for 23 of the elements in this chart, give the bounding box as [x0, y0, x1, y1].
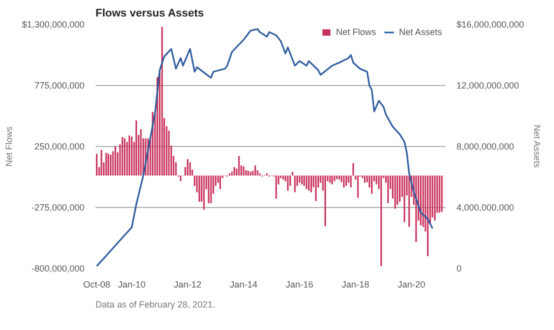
y2-tick-label: 8,000,000,000 [456, 142, 514, 152]
y-tick-label: -275,000,000 [31, 202, 84, 212]
y2-tick-label: $16,000,000,000 [456, 20, 524, 30]
x-tick-label: Oct-08 [83, 280, 110, 290]
x-tick-label: Jan-14 [230, 280, 258, 290]
y2-tick-label: 0 [456, 264, 462, 274]
y-tick-label: 250,000,000 [34, 142, 85, 152]
x-tick-label: Jan-10 [118, 280, 146, 290]
y-axis-title: Net Flows [4, 126, 14, 167]
y-tick-label: $1,300,000,000 [22, 20, 84, 30]
legend-label: Net Assets [398, 27, 442, 37]
x-tick-label: Jan-12 [174, 280, 202, 290]
x-tick-label: Jan-18 [342, 280, 370, 290]
chart-title: Flows versus Assets [96, 8, 204, 20]
x-tick-label: Jan-16 [286, 280, 314, 290]
y2-axis-title: Net Assets [532, 124, 542, 168]
y-tick-label: 775,000,000 [34, 80, 85, 90]
y2-tick-label: 4,000,000,000 [456, 202, 514, 212]
y-tick-label: -800,000,000 [31, 264, 84, 274]
legend-label: Net Flows [336, 27, 376, 37]
text: Data as of February 28, 2021. [96, 300, 216, 310]
y2-tick-label: 12,000,000,000 [456, 80, 520, 90]
x-tick-label: Jan-20 [398, 280, 426, 290]
